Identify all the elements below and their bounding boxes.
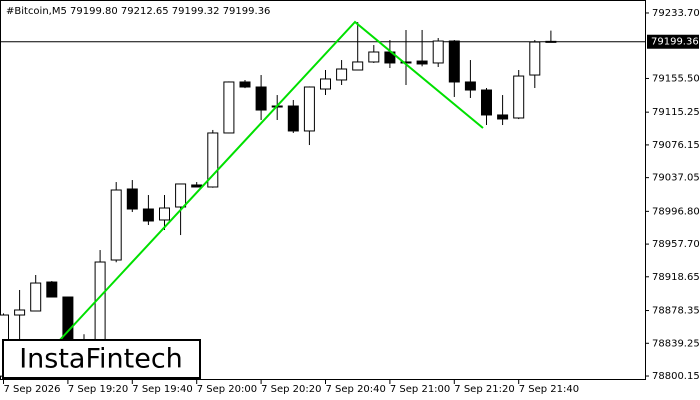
x-tick-label: 7 Sep 21:20 <box>454 384 514 395</box>
y-tick-label: 78800.15 <box>652 371 700 382</box>
x-tick-label: 7 Sep 20:40 <box>326 384 386 395</box>
candle-body <box>368 51 380 63</box>
candle-body <box>464 81 476 91</box>
x-tick-label: 7 Sep 21:40 <box>519 384 579 395</box>
chart-title: #Bitcoin,M5 79199.80 79212.65 79199.32 7… <box>6 6 270 17</box>
watermark: InstaFintech <box>19 344 183 375</box>
candle-body <box>46 281 58 298</box>
candle-body <box>303 86 315 132</box>
y-tick-label: 78996.80 <box>652 206 700 217</box>
candle-body <box>497 114 509 120</box>
x-tick-label: 7 Sep 21:00 <box>390 384 450 395</box>
x-tick-label: 7 Sep 2026 <box>4 384 61 395</box>
candle-body <box>448 40 460 83</box>
candle-body <box>432 40 444 64</box>
y-tick-label: 78878.35 <box>652 306 700 317</box>
candle-body <box>545 40 557 43</box>
candle-body <box>223 81 235 134</box>
x-tick-label: 7 Sep 20:00 <box>197 384 257 395</box>
candle-body <box>175 183 187 208</box>
plot-frame <box>0 0 646 380</box>
current-price-label: 79199.36 <box>651 37 699 48</box>
y-tick-label: 78918.65 <box>652 272 700 283</box>
x-tick-label: 7 Sep 19:20 <box>68 384 128 395</box>
candle-body <box>142 208 154 222</box>
candle-body <box>207 132 219 188</box>
y-tick-label: 79037.05 <box>652 173 700 184</box>
y-tick-label: 78839.25 <box>652 338 700 349</box>
candle-body <box>94 261 106 346</box>
y-tick-label: 79076.15 <box>652 140 700 151</box>
candle-body <box>110 189 122 261</box>
y-tick-label: 79115.25 <box>652 107 700 118</box>
candle-body <box>255 86 267 111</box>
y-tick-label: 79233.70 <box>652 8 700 19</box>
candle-body <box>416 60 428 65</box>
y-tick-label: 79155.50 <box>652 73 700 84</box>
candle-body <box>191 184 203 188</box>
candle-body <box>159 207 170 221</box>
candle-body <box>352 61 364 71</box>
current-price-box <box>647 34 699 49</box>
candle-body <box>287 105 299 132</box>
candle-body <box>14 309 26 316</box>
candle-body <box>30 282 42 312</box>
candle-body <box>513 75 525 119</box>
candle-body <box>239 81 251 88</box>
watermark-box <box>2 339 201 379</box>
candle-body <box>126 188 138 210</box>
candle-body <box>320 78 331 90</box>
candle-body <box>336 68 348 81</box>
x-tick-label: 7 Sep 20:20 <box>261 384 321 395</box>
plot-area <box>0 22 645 378</box>
candle-body <box>529 41 541 76</box>
candle-body <box>481 89 492 116</box>
x-tick-label: 7 Sep 19:40 <box>132 384 192 395</box>
double-top-pattern <box>44 20 484 357</box>
y-tick-label: 78957.70 <box>652 239 700 250</box>
